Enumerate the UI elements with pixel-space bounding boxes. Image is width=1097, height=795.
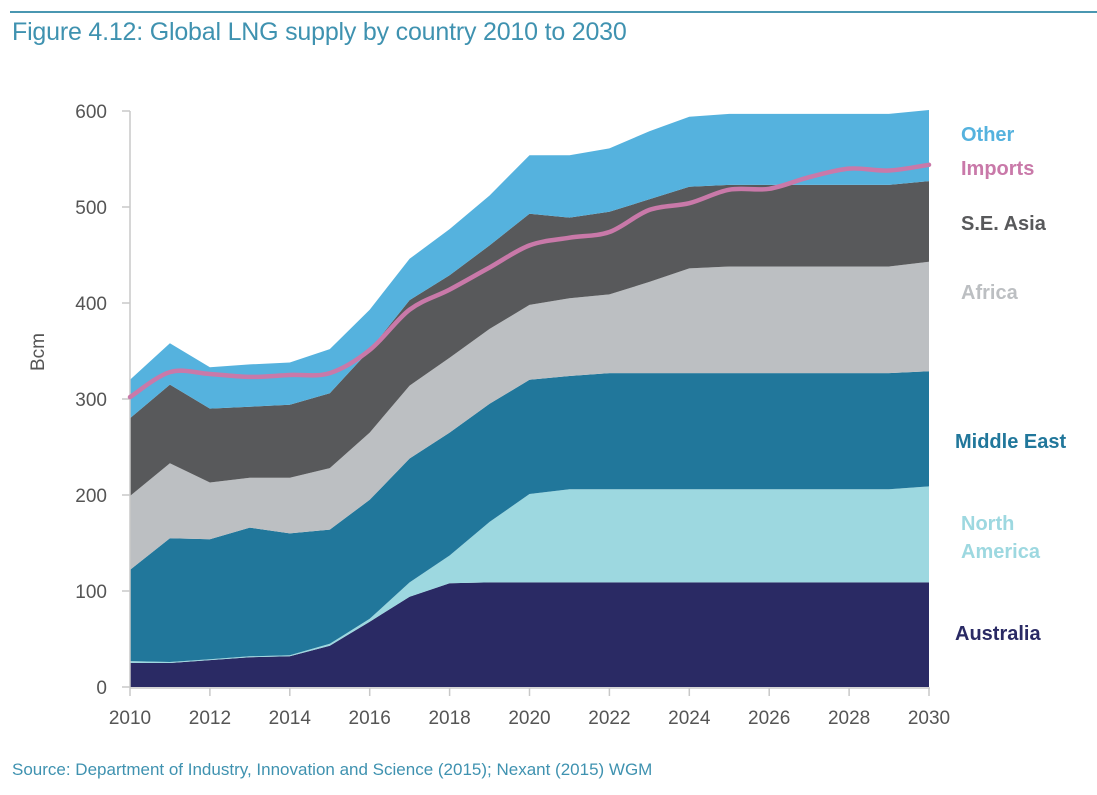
y-tick-label: 0 (96, 678, 107, 699)
area-s-e-asia (130, 181, 929, 496)
x-tick-label: 2030 (908, 708, 950, 729)
x-tick-label: 2028 (828, 708, 870, 729)
y-tick-label: 600 (75, 102, 107, 123)
y-tick-label: 200 (75, 486, 107, 507)
legend-label-line: North (961, 513, 1014, 535)
legend-label-africa: Africa (961, 282, 1019, 304)
x-tick-label: 2016 (349, 708, 391, 729)
area-other (130, 110, 929, 419)
y-tick-label: 400 (75, 294, 107, 315)
legend-label-s-e-asia: S.E. Asia (961, 213, 1047, 235)
area-africa (130, 261, 929, 570)
x-tick-label: 2022 (588, 708, 630, 729)
x-tick-label: 2018 (428, 708, 470, 729)
x-ticks: 2010 2012 2014 2016 2018 2020 2022 2024 2026 2028… (109, 688, 950, 729)
y-tick-label: 500 (75, 198, 107, 219)
legend-label-other: Other (961, 124, 1015, 146)
x-tick-label: 2014 (269, 708, 312, 729)
area-north-america (130, 486, 929, 663)
x-tick-label: 2024 (668, 708, 711, 729)
area-australia (130, 582, 929, 687)
legend-label-australia: Australia (955, 623, 1041, 645)
area-layers (130, 110, 929, 687)
y-ticks: 0 100 200 300 400 500 600 (75, 102, 130, 699)
area-middle-east (130, 371, 929, 662)
series-labels: Australia North America Middle East Africa S.… (955, 124, 1066, 645)
legend-label-middle-east: Middle East (955, 431, 1066, 453)
title-rule (10, 11, 1097, 13)
y-tick-label: 100 (75, 582, 107, 603)
y-tick-label: 300 (75, 390, 107, 411)
figure-title: Figure 4.12: Global LNG supply by countr… (12, 18, 627, 46)
source-note: Source: Department of Industry, Innovati… (12, 760, 653, 779)
x-tick-label: 2010 (109, 708, 151, 729)
x-tick-label: 2026 (748, 708, 790, 729)
legend-label-line: America (961, 541, 1041, 563)
x-tick-label: 2020 (508, 708, 550, 729)
x-tick-label: 2012 (189, 708, 231, 729)
legend-label-north-america: North America (961, 513, 1041, 563)
imports-line-layer (127, 162, 932, 400)
y-axis-label: Bcm (28, 333, 49, 371)
imports-line (127, 162, 932, 400)
legend-label-imports: Imports (961, 158, 1034, 180)
